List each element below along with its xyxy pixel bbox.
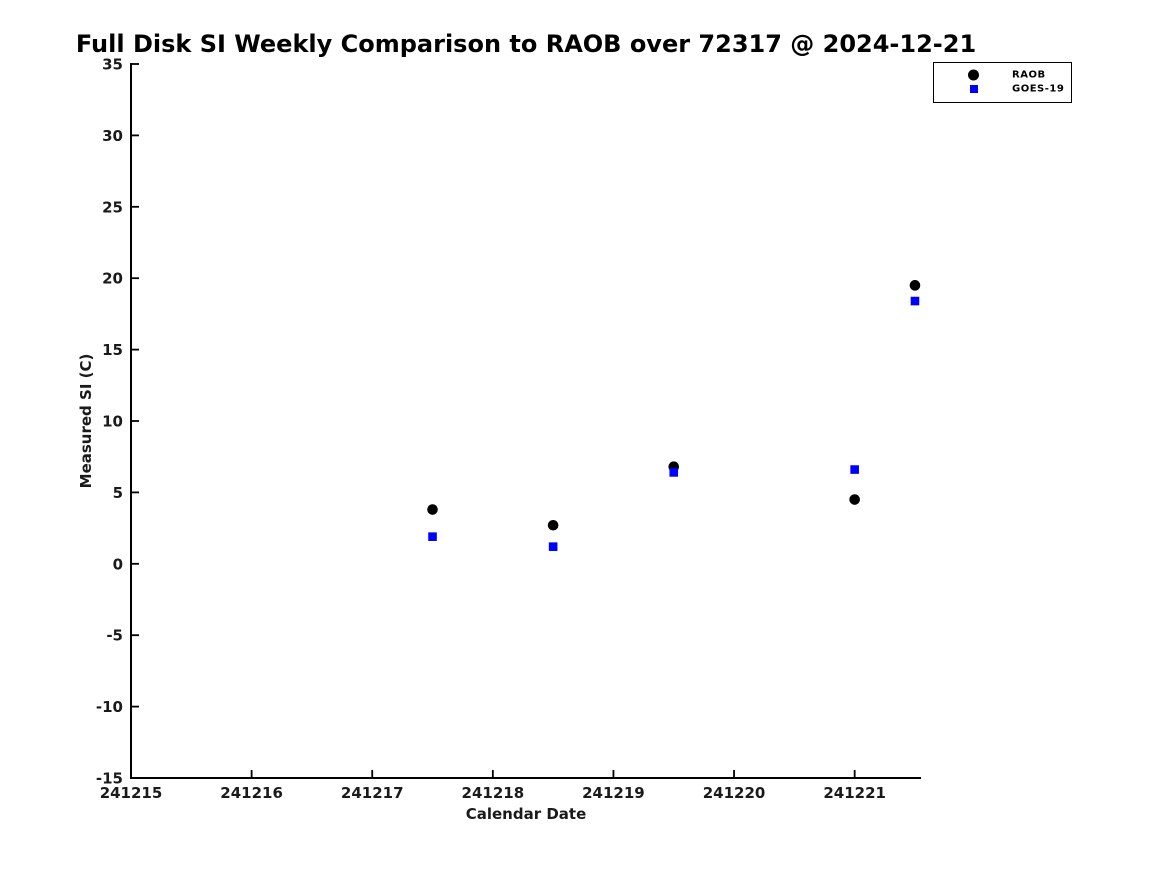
chart-title: Full Disk SI Weekly Comparison to RAOB o…: [75, 30, 977, 58]
y-tick-label: 10: [102, 413, 123, 431]
legend: RAOB GOES-19: [933, 62, 1072, 103]
goes-19-legend-marker-icon: [969, 85, 978, 93]
x-tick-label: 241220: [703, 784, 766, 802]
legend-item-raob: RAOB: [934, 68, 1071, 82]
x-tick-label: 241216: [220, 784, 283, 802]
y-tick-label: 25: [102, 198, 123, 216]
goes-19-point: [548, 542, 558, 551]
y-tick-label: -5: [106, 627, 123, 645]
y-axis-label: Measured SI (C): [77, 354, 95, 489]
raob-point: [849, 494, 860, 505]
data-points: [427, 280, 921, 551]
y-tick-label: 35: [102, 56, 123, 74]
goes-19-point: [428, 532, 437, 541]
y-tick-label: 0: [113, 555, 123, 573]
goes-19-point: [669, 468, 679, 477]
x-tick-label: 241219: [582, 784, 645, 802]
y-tick-label: 15: [102, 341, 123, 359]
y-tick-label: 5: [113, 484, 123, 502]
x-tick-label: 241221: [823, 784, 886, 802]
legend-label: GOES-19: [1012, 83, 1065, 95]
raob-legend-marker-icon: [968, 69, 979, 81]
y-tick-label: -10: [96, 698, 123, 716]
axes-spines: [130, 63, 921, 779]
raob-point: [909, 280, 921, 291]
legend-item-goes-19: GOES-19: [934, 82, 1071, 96]
x-tick-label: 241217: [341, 784, 404, 802]
legend-label: RAOB: [1012, 69, 1046, 81]
raob-point: [547, 519, 559, 531]
y-tick-label: -15: [96, 770, 123, 788]
x-tick-label: 241218: [462, 784, 525, 802]
axes-ticks: [130, 63, 856, 779]
x-axis-label: Calendar Date: [466, 805, 587, 823]
y-tick-label: 30: [102, 127, 123, 145]
x-tick-label: 241215: [100, 784, 163, 802]
goes-19-point: [910, 296, 920, 306]
axes-tick-labels: -15 -10 -5 0 5 10 15 20 25 30 35 241215 241216 241217…: [96, 56, 886, 803]
goes-19-point: [850, 465, 859, 474]
raob-point: [427, 504, 438, 515]
y-tick-label: 20: [102, 270, 123, 288]
